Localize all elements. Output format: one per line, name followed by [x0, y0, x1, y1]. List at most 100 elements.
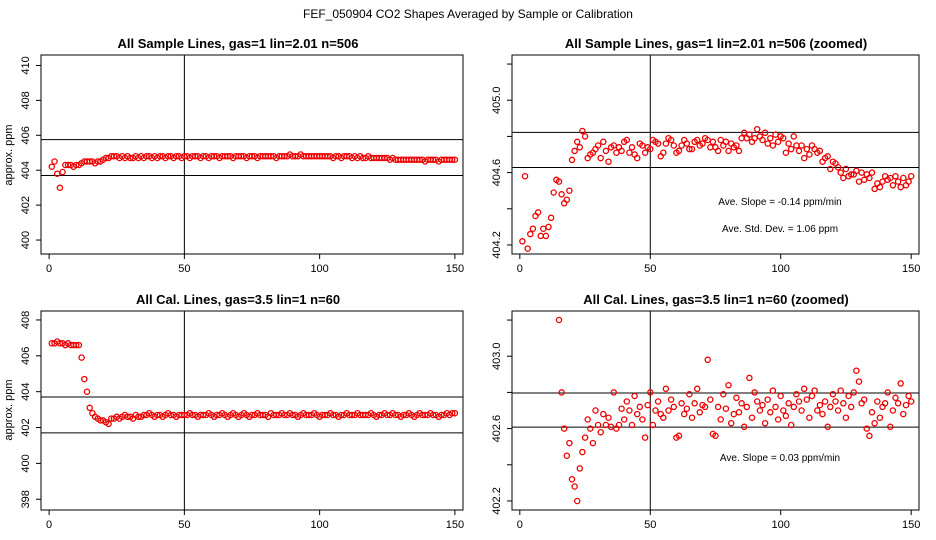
panel-cal-lines: All Cal. Lines, gas=3.5 lin=1 n=60 appro… — [3, 292, 464, 531]
data-point — [641, 434, 649, 441]
data-point — [670, 403, 678, 411]
data-point — [840, 174, 847, 182]
data-point — [704, 356, 711, 364]
data-point — [633, 154, 641, 162]
data-point — [568, 156, 576, 164]
data-point — [647, 145, 654, 153]
panel-title: All Cal. Lines, gas=3.5 lin=1 n=60 — [136, 292, 340, 307]
data-point — [416, 156, 423, 163]
y-tick-label: 405.0 — [491, 86, 503, 114]
data-point — [75, 341, 83, 349]
data-point — [887, 423, 894, 431]
data-point — [48, 163, 56, 170]
data-point — [827, 403, 834, 411]
data-point — [678, 142, 685, 149]
data-point — [83, 388, 91, 395]
data-point — [761, 129, 769, 137]
data-point — [667, 396, 675, 403]
data-point — [738, 134, 745, 142]
data-point — [761, 419, 769, 427]
x-tick-label: 150 — [446, 519, 464, 531]
data-point — [587, 425, 594, 432]
x-tick-label: 100 — [310, 519, 328, 531]
data-point — [105, 420, 112, 428]
data-point — [563, 196, 571, 203]
data-point — [876, 414, 884, 421]
data-point — [894, 400, 902, 407]
data-point — [691, 400, 698, 407]
data-point — [573, 138, 581, 146]
annotation-std-dev: Ave. Std. Dev. = 1.06 ppm — [722, 224, 838, 235]
data-point — [537, 232, 544, 240]
data-point — [579, 448, 586, 456]
data-point — [798, 407, 805, 414]
data-point — [707, 144, 714, 151]
x-tick-label: 150 — [902, 519, 920, 531]
y-tick-label: 400 — [20, 231, 32, 249]
data-point — [164, 152, 172, 160]
data-point — [764, 396, 771, 403]
data-point — [210, 152, 218, 160]
data-point — [259, 411, 267, 419]
x-tick-label: 150 — [446, 263, 464, 275]
data-point — [51, 158, 58, 165]
data-point — [613, 149, 620, 156]
data-point — [665, 407, 672, 414]
data-point — [889, 182, 897, 189]
data-point — [782, 149, 790, 156]
data-point — [900, 174, 907, 182]
data-point — [717, 136, 724, 144]
data-point — [686, 390, 693, 398]
data-point — [767, 409, 774, 416]
y-tick-label: 404.2 — [491, 231, 503, 259]
data-point — [289, 411, 296, 419]
data-point — [683, 405, 691, 412]
data-point — [64, 161, 72, 169]
data-point — [592, 407, 599, 414]
data-point — [602, 147, 610, 155]
data-point — [143, 152, 150, 160]
plot-frame — [511, 310, 920, 511]
data-point — [519, 238, 526, 245]
data-point — [581, 133, 589, 140]
data-point — [675, 432, 683, 440]
y-tick-label: 408 — [20, 91, 32, 109]
data-point — [837, 169, 844, 176]
data-point — [832, 398, 839, 405]
data-point — [110, 152, 118, 160]
data-point — [555, 316, 563, 324]
y-tick-label: 402.6 — [491, 415, 503, 443]
data-point — [907, 398, 915, 405]
data-point — [793, 142, 800, 149]
data-point — [563, 452, 571, 459]
y-tick-label: 408 — [20, 311, 32, 329]
x-tick-label: 0 — [46, 519, 52, 531]
x-tick-label: 50 — [644, 519, 656, 531]
data-point — [785, 400, 792, 407]
data-point — [892, 394, 899, 402]
x-tick-label: 50 — [178, 519, 190, 531]
data-point — [108, 415, 115, 422]
data-point — [181, 152, 188, 160]
data-point — [746, 374, 753, 382]
data-point — [675, 147, 683, 155]
data-point — [780, 134, 787, 142]
data-point — [714, 147, 722, 155]
data-point — [753, 398, 761, 405]
data-point — [623, 136, 631, 144]
data-point — [124, 413, 131, 421]
data-point — [167, 411, 175, 419]
data-point — [808, 392, 816, 400]
data-point — [542, 232, 550, 240]
data-point — [712, 432, 719, 440]
data-point — [448, 409, 456, 417]
data-point — [751, 389, 758, 396]
data-point — [400, 411, 407, 419]
data-point — [321, 411, 329, 419]
data-point — [78, 354, 85, 361]
data-point — [237, 152, 245, 160]
data-point — [267, 152, 275, 160]
data-point — [429, 411, 437, 419]
data-point — [738, 400, 745, 407]
data-point — [59, 168, 66, 176]
